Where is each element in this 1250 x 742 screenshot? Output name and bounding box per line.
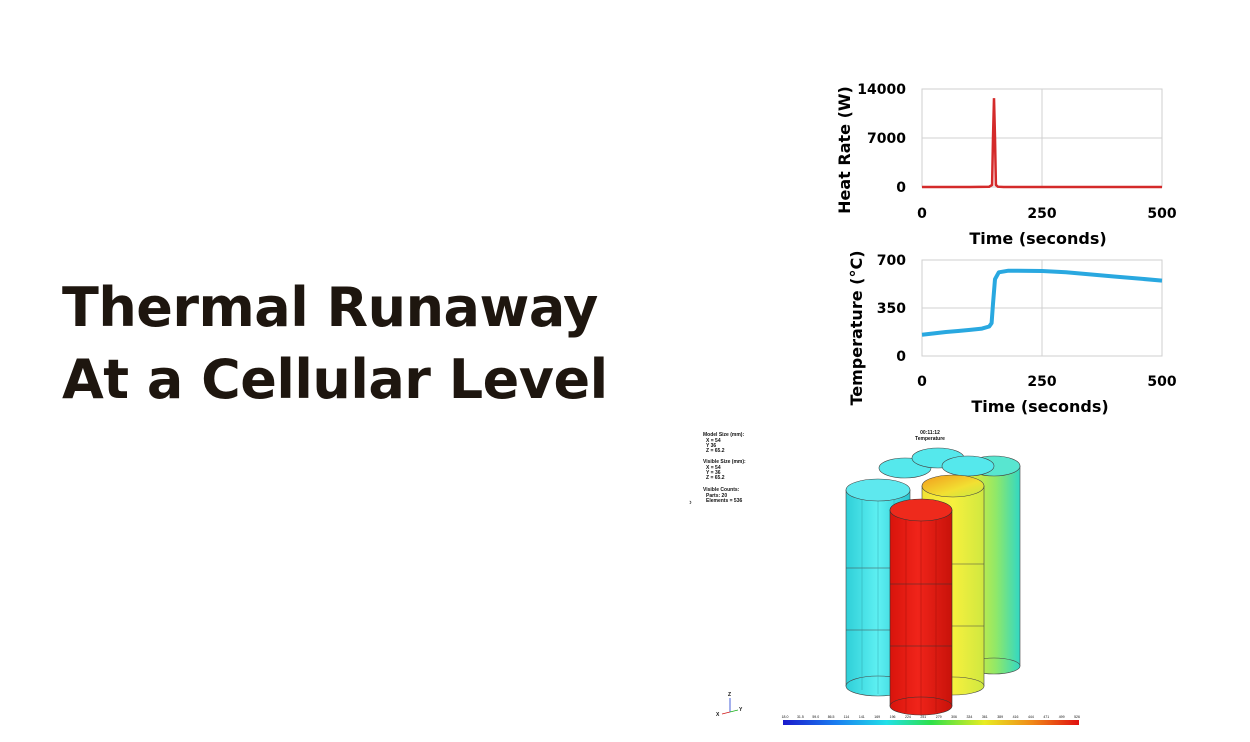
title-line-1: Thermal Runaway	[62, 276, 598, 339]
edge-glyph: ʾ	[689, 499, 693, 513]
axis-triad: Z X Y	[716, 692, 743, 718]
temperature-y-axis-title: Temperature (°C)	[847, 250, 866, 405]
parts-count: Parts: 20	[706, 493, 727, 499]
visible-size-label: Visible Size (mm):	[703, 459, 746, 465]
heat-rate-chart: 0 250 500 0 7000 14000 Heat Rate (W) Time (se…	[835, 82, 1177, 248]
legend-label-18: 499	[1059, 715, 1065, 719]
model-size-label: Model Size (mm):	[703, 432, 744, 438]
legend-label-5: 141	[859, 715, 865, 719]
visible-size-z: Z = 65.2	[706, 475, 725, 481]
heat-rate-y-axis-title: Heat Rate (W)	[835, 86, 854, 214]
heat-rate-x-tick-1: 250	[1027, 206, 1056, 222]
model-size-y: Y 36	[706, 443, 716, 449]
temperature-color-legend: 18.0 31.5 59.0 86.5 114 141 169 196 224 251 279 306…	[782, 715, 1080, 725]
temperature-y-tick-1: 350	[877, 301, 906, 317]
legend-label-17: 471	[1043, 715, 1049, 719]
axis-z-label: Z	[728, 692, 731, 698]
legend-label-2: 59.0	[812, 715, 819, 719]
legend-label-6: 169	[874, 715, 880, 719]
simulation-time: 00:11:12	[920, 430, 940, 436]
heat-rate-y-tick-2: 14000	[857, 82, 906, 98]
battery-simulation-figure: Model Size (mm): X = 54 Y 36 Z = 65.2 Vi…	[689, 424, 1148, 730]
visible-counts-label: Visible Counts:	[703, 487, 740, 493]
model-size-z: Z = 65.2	[706, 448, 725, 454]
temperature-chart: 0 250 500 0 350 700 Temperature (°C) Time (se…	[847, 250, 1177, 416]
heat-rate-x-tick-2: 500	[1147, 206, 1176, 222]
legend-label-1: 31.5	[797, 715, 804, 719]
axis-y-label: Y	[739, 707, 743, 713]
legend-label-8: 224	[905, 715, 911, 719]
heat-rate-y-tick-0: 0	[896, 180, 906, 196]
heat-rate-x-axis-title: Time (seconds)	[969, 229, 1106, 248]
legend-label-12: 334	[966, 715, 972, 719]
heat-rate-series-line	[922, 98, 1162, 189]
heat-rate-x-tick-0: 0	[917, 206, 927, 222]
legend-color-bar	[783, 720, 1079, 725]
heat-rate-grid	[922, 89, 1162, 187]
legend-label-16: 444	[1028, 715, 1034, 719]
legend-label-13: 361	[982, 715, 988, 719]
temperature-tick-labels: 0 250 500 0 350 700	[877, 253, 1177, 390]
legend-label-7: 196	[890, 715, 896, 719]
legend-label-4: 114	[844, 715, 850, 719]
heat-rate-tick-labels: 0 250 500 0 7000 14000	[857, 82, 1177, 222]
legend-labels: 18.0 31.5 59.0 86.5 114 141 169 196 224 251 279 306…	[782, 715, 1080, 719]
model-size-x: X = 54	[706, 438, 721, 444]
heat-rate-y-tick-1: 7000	[867, 131, 906, 147]
legend-label-14: 389	[997, 715, 1003, 719]
cell-hot-red	[889, 498, 953, 716]
legend-label-0: 18.0	[782, 715, 789, 719]
legend-label-11: 306	[951, 715, 957, 719]
simulation-variable: Temperature	[915, 436, 945, 442]
visible-size-y: Y = 36	[706, 470, 721, 476]
elements-count: Elements = 536	[706, 498, 742, 504]
temperature-x-tick-1: 250	[1027, 374, 1056, 390]
legend-label-9: 251	[920, 715, 926, 719]
title-line-2: At a Cellular Level	[62, 348, 608, 411]
temperature-y-tick-2: 700	[877, 253, 906, 269]
simulation-info-panel: Model Size (mm): X = 54 Y 36 Z = 65.2 Vi…	[703, 432, 746, 504]
temperature-x-tick-2: 500	[1147, 374, 1176, 390]
back-cell-top-3	[941, 455, 995, 477]
temperature-x-axis-title: Time (seconds)	[971, 397, 1108, 416]
temperature-grid	[922, 260, 1162, 356]
legend-label-3: 86.5	[828, 715, 835, 719]
axis-x-label: X	[716, 712, 720, 718]
visible-size-x: X = 54	[706, 465, 721, 471]
temperature-series-line	[921, 268, 1163, 337]
legend-label-10: 279	[936, 715, 942, 719]
temperature-x-tick-0: 0	[917, 374, 927, 390]
slide-title: Thermal Runaway At a Cellular Level	[62, 272, 702, 416]
temperature-y-tick-0: 0	[896, 349, 906, 365]
legend-label-15: 416	[1013, 715, 1019, 719]
legend-label-19: 526	[1074, 715, 1080, 719]
